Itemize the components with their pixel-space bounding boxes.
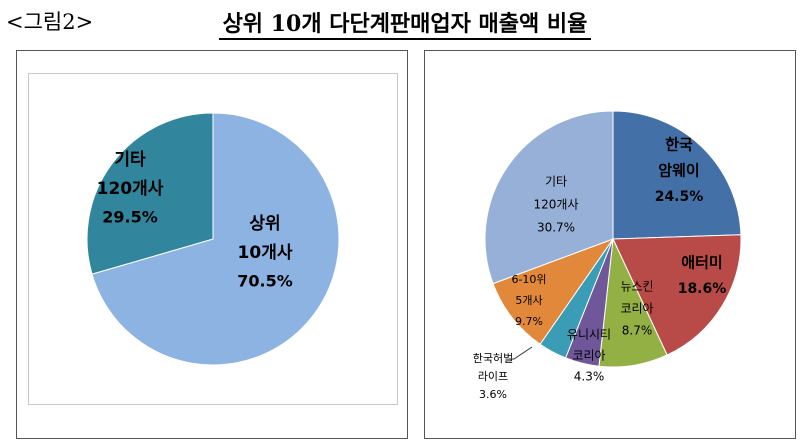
slice-label-line: 상위 — [249, 214, 280, 234]
slice-label-line: 뉴스킨 — [620, 280, 653, 294]
slice-label-line: 4.3% — [574, 370, 605, 384]
slice-label-other: 기타 120개사 30.7% — [534, 175, 579, 235]
pie-slice-other — [484, 110, 614, 285]
slice-label-top10: 상위 10개사 70.5% — [237, 214, 293, 291]
left-pie-chart: 상위 10개사 70.5% 기타 120개사 29.5% — [86, 112, 340, 366]
pie-slice-amway — [612, 110, 742, 240]
slice-label-line: 코리아 — [620, 302, 653, 316]
pie-slice-top10 — [91, 112, 340, 366]
figure-title-text: 상위 10개 다단계판매업자 매출액 비율 — [218, 11, 592, 40]
slice-label-line: 라이프 — [478, 370, 508, 383]
slice-label-line: 29.5% — [102, 208, 158, 227]
slice-label-rank6_10: 6-10위 5개사 9.7% — [511, 273, 546, 328]
right-pie-chart: 한국암웨이24.5%애터미18.6%뉴스킨코리아8.7%유니시티코리아4.3%한… — [473, 110, 742, 401]
slice-label-line: 유니시티 — [567, 328, 611, 342]
pie-slice-rank6_10 — [492, 237, 615, 345]
slice-label-line: 암웨이 — [658, 162, 699, 180]
slice-label-line: 코리아 — [572, 349, 605, 363]
slice-label-line: 10개사 — [238, 243, 293, 263]
left-plot-area: 상위 10개사 70.5% 기타 120개사 29.5% — [28, 73, 398, 405]
slice-label-line: 8.7% — [622, 324, 653, 338]
slice-label-line: 기타 — [114, 150, 146, 170]
slice-label-line: 애터미 — [681, 254, 722, 272]
slice-label-line: 한국 — [665, 136, 693, 154]
slice-label-line: 9.7% — [515, 315, 543, 328]
slice-label-line: 24.5% — [655, 189, 704, 205]
left-chart-panel: 상위 10개사 70.5% 기타 120개사 29.5% — [16, 50, 408, 439]
slice-label-line: 3.6% — [479, 388, 507, 401]
leader-line-herbalife — [509, 346, 533, 360]
slice-label-line: 기타 — [545, 175, 567, 189]
right-chart-panel: 한국 암웨이 24.5% 애터미 18.6% 뉴스킨 코리아 8.7% 유니시티 코리아 4.3% 한… — [424, 50, 796, 439]
slice-label-line: 120개사 — [534, 198, 579, 212]
slice-label-line: 18.6% — [678, 281, 727, 297]
figure-title: 상위 10개 다단계판매업자 매출액 비율 — [0, 6, 810, 40]
slice-label-line: 30.7% — [537, 221, 575, 235]
slice-label-atomy: 애터미 18.6% — [678, 254, 727, 298]
pie-slice-other — [86, 112, 214, 275]
slice-label-other: 기타 120개사 29.5% — [97, 150, 164, 227]
slice-label-line: 6-10위 — [511, 273, 546, 286]
slice-label-line: 5개사 — [515, 294, 542, 307]
right-plot-area: 한국 암웨이 24.5% 애터미 18.6% 뉴스킨 코리아 8.7% 유니시티 코리아 4.3% 한… — [436, 65, 782, 425]
figure-label: <그림2> — [6, 10, 94, 34]
pie-slice-atomy — [612, 234, 742, 356]
slice-label-line: 70.5% — [237, 272, 293, 291]
slice-label-line: 120개사 — [97, 179, 164, 199]
slice-label-line: 한국허벌 — [473, 352, 513, 365]
